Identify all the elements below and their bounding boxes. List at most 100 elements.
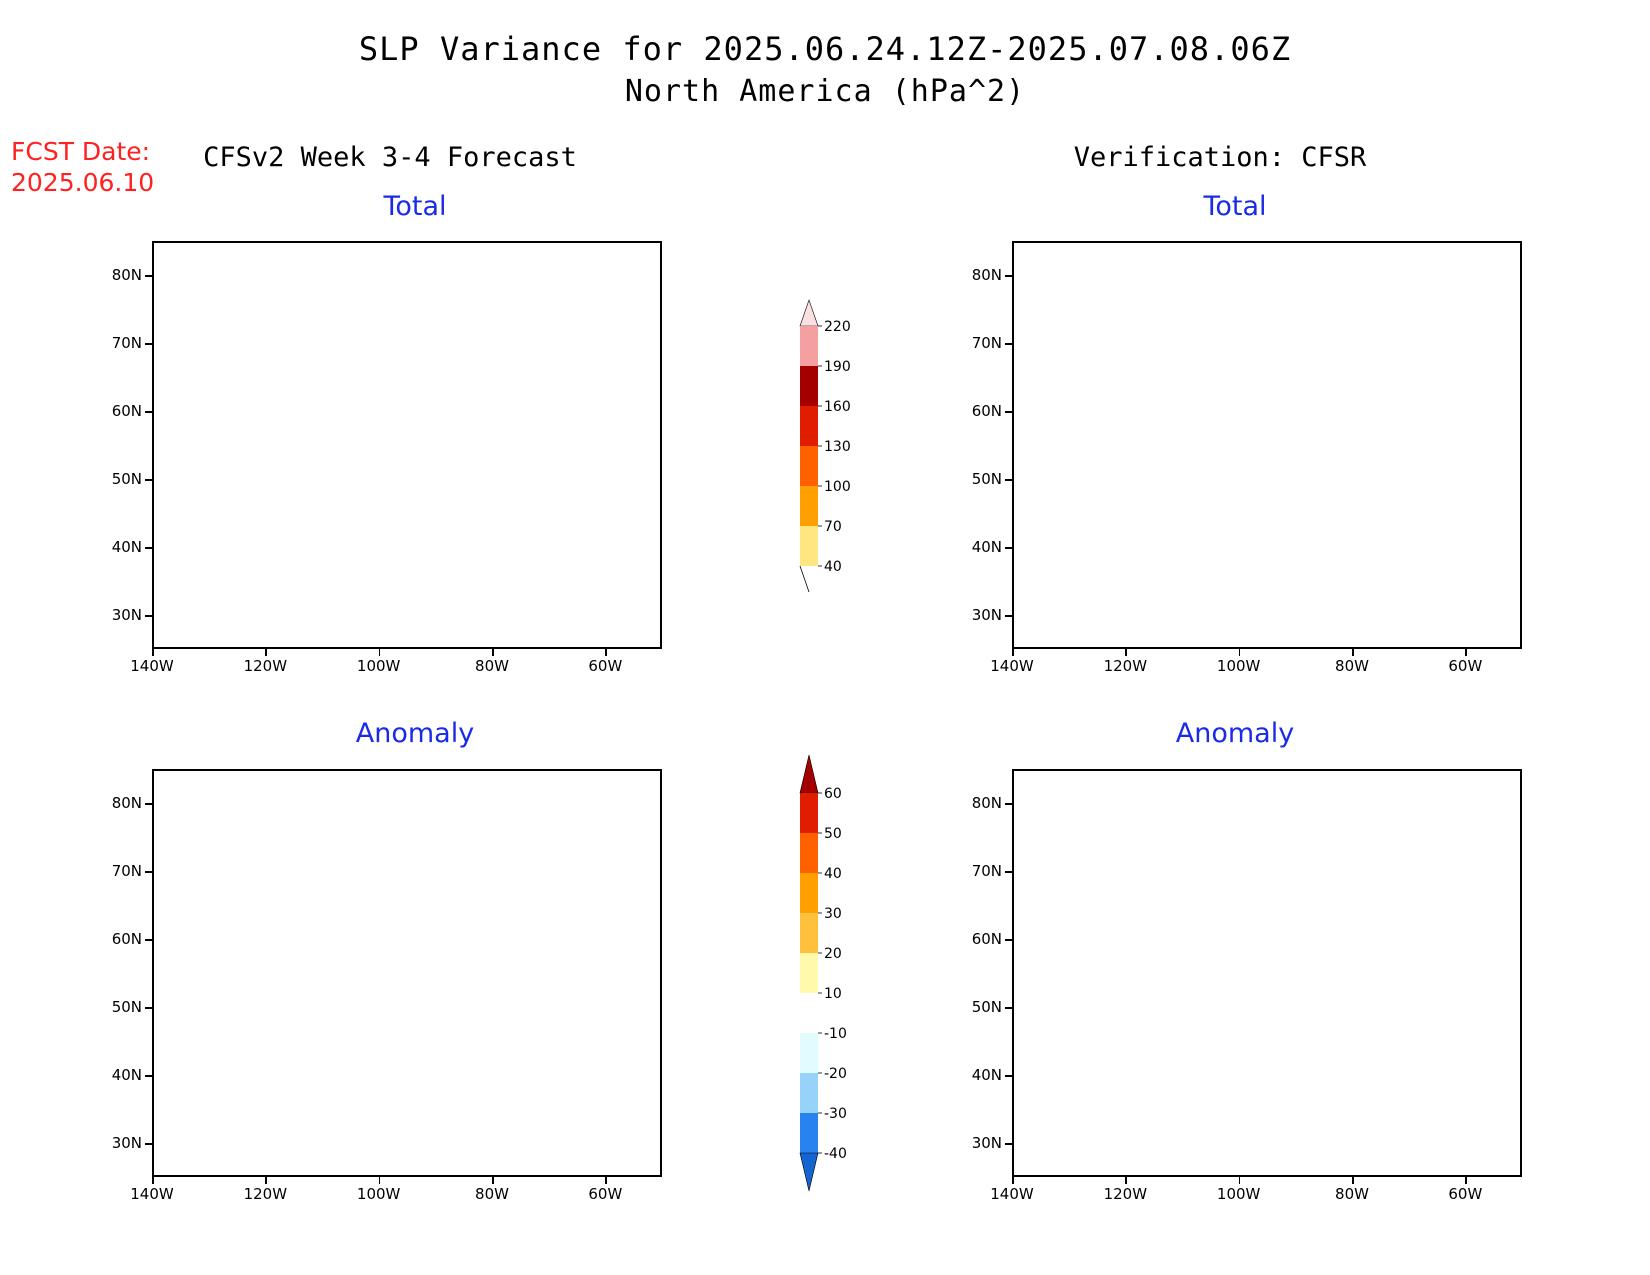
lon-tick [378,1177,381,1184]
lat-tick [145,343,152,345]
lon-label: 60W [588,657,623,675]
lat-tick [1005,547,1012,549]
lat-tick [145,1143,152,1145]
colorbar-label: 70 [824,519,842,535]
colorbar-bottom-triangle [799,565,810,593]
colorbar-segment [800,1073,818,1113]
colorbar-segment [800,446,818,486]
colorbar-label: 10 [824,986,842,1002]
lon-tick [265,1177,267,1184]
lat-label: 80N [111,266,142,284]
lon-label: 100W [1216,657,1261,675]
colorbar-label: 40 [824,559,842,575]
colorbar-segment [800,953,818,993]
colorbar-label: 160 [824,399,851,415]
lat-tick [1005,803,1012,805]
lat-tick [1005,275,1012,277]
colorbar-label: 220 [824,319,851,335]
lon-tick [1012,1177,1014,1184]
figure-title: SLP Variance for 2025.06.24.12Z-2025.07.… [358,30,1292,68]
lat-label: 50N [971,998,1002,1016]
colorbar-segment [800,526,818,566]
panel-title-forecast-total: Total [383,191,447,222]
lat-tick [1005,871,1012,873]
lat-label: 40N [111,1066,142,1084]
lat-label: 80N [971,794,1002,812]
lat-label: 60N [111,402,142,420]
lat-label: 80N [111,794,142,812]
colorbar-segment [800,406,818,446]
map-frame-verification-anomaly [1012,769,1522,1177]
lat-tick [145,1075,152,1077]
colorbar-segment [800,326,818,366]
lat-label: 30N [111,606,142,624]
lat-label: 30N [971,1134,1002,1152]
colorbar-segment [800,1113,818,1153]
lon-label: 120W [243,657,288,675]
lat-tick [1005,615,1012,617]
map-frame-forecast-total [152,241,662,649]
lat-tick [1005,1007,1012,1009]
lon-tick [1465,649,1467,656]
lon-tick [265,649,267,656]
lat-label: 40N [111,538,142,556]
lat-label: 50N [971,470,1002,488]
lat-tick [145,547,152,549]
colorbar-label: 60 [824,786,842,802]
colorbar-anomaly: -40 -30 -20 -10 10 20 30 40 50 60 [799,754,847,1192]
colorbar-label: 40 [824,866,842,882]
lat-label: 70N [971,334,1002,352]
colorbar-label: -40 [824,1146,847,1162]
colorbar-label: 130 [824,439,851,455]
colorbar-label: -10 [824,1026,847,1042]
lon-tick [1238,649,1241,656]
colorbar-label: -20 [824,1066,847,1082]
lat-tick [1005,939,1012,941]
colorbar-label: -30 [824,1106,847,1122]
lat-tick [1005,1143,1012,1145]
lat-label: 40N [971,538,1002,556]
lat-tick [1005,1075,1012,1077]
lon-label: 60W [588,1185,623,1203]
figure-subtitle: North America (hPa^2) [624,74,1026,109]
lat-label: 30N [111,1134,142,1152]
colorbar-label: 20 [824,946,842,962]
colorbar-top-triangle [799,299,819,327]
lat-label: 70N [971,862,1002,880]
lat-tick [145,871,152,873]
lon-label: 140W [130,657,174,675]
colorbar-segment [800,1033,818,1073]
lon-tick [1125,1177,1127,1184]
colorbar-top-triangle [799,754,819,794]
colorbar-label: 30 [824,906,842,922]
colorbar-segment [800,833,818,873]
colorbar-segment [800,366,818,406]
lon-tick [1012,649,1014,656]
panel-title-verification-total: Total [1203,191,1267,222]
lat-tick [1005,343,1012,345]
lon-label: 100W [356,657,401,675]
lon-tick [1352,1177,1354,1184]
lon-label: 80W [475,657,509,675]
lat-tick [145,479,152,481]
lat-tick [1005,479,1012,481]
colorbar-label: 50 [824,826,842,842]
lat-tick [145,275,152,277]
colorbar-segment [800,873,818,913]
lon-tick [1465,1177,1467,1184]
lon-label: 120W [1103,1185,1148,1203]
lat-tick [145,939,152,941]
lon-label: 120W [1103,657,1148,675]
lon-tick [152,649,154,656]
lat-tick [1005,411,1012,413]
lon-tick [1125,649,1127,656]
lon-label: 80W [1335,657,1369,675]
colorbar-segment [800,486,818,526]
lon-tick [1238,1177,1241,1184]
lat-label: 50N [111,998,142,1016]
lon-tick [605,649,607,656]
lon-tick [152,1177,154,1184]
lon-label: 60W [1448,657,1483,675]
lat-label: 60N [971,402,1002,420]
lat-label: 40N [971,1066,1002,1084]
